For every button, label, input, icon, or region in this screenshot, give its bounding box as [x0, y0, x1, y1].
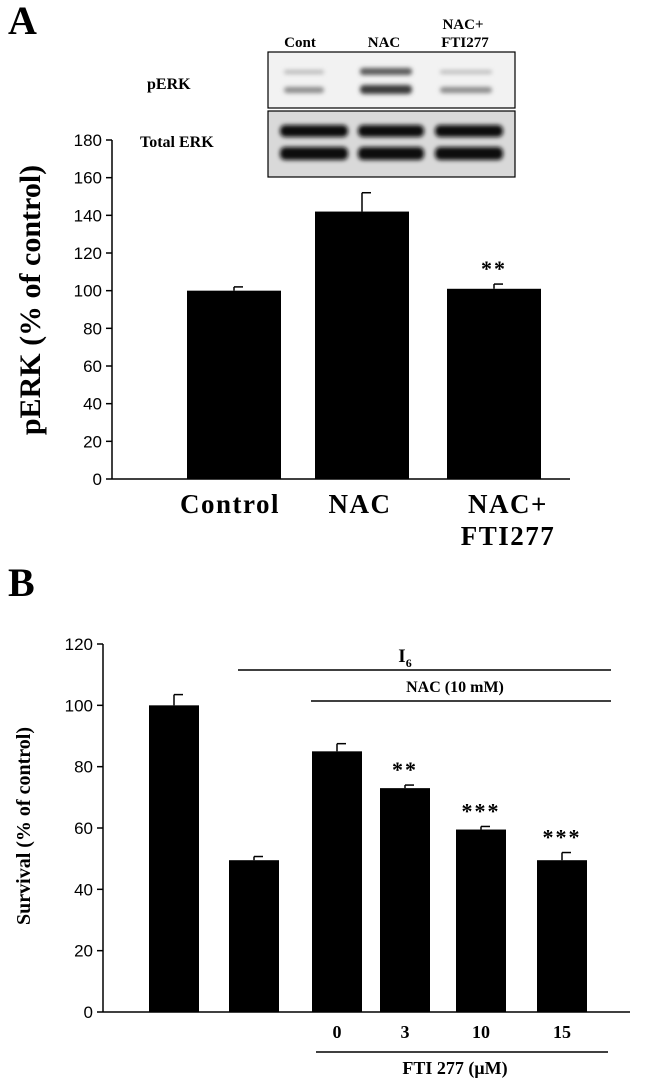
panel-b-label: B: [8, 560, 35, 605]
chart-a-y-tick-label: 120: [74, 244, 102, 263]
blot-row-label-total-erk: Total ERK: [140, 134, 214, 151]
chart-b-y-tick-label: 100: [65, 696, 93, 715]
chart-b-significance-label: ***: [462, 798, 501, 823]
blot-lane-label-cont: Cont: [284, 35, 316, 51]
i6-group-label: I6: [398, 646, 411, 670]
chart-b-bar: [312, 751, 362, 1012]
chart-b-bar: [456, 829, 506, 1012]
chart-a-y-tick-label: 60: [83, 357, 102, 376]
chart-a-y-tick-label: 40: [83, 395, 102, 414]
chart-b-y-tick-label: 20: [74, 942, 93, 961]
chart-a-perk: pERK (% of control) 0 20 40 60 80 100 120 140 16…: [14, 131, 570, 551]
chart-a-bar: [187, 290, 281, 479]
chart-a-category-label-line: NAC+: [468, 489, 548, 519]
chart-b-y-tick-label: 60: [74, 819, 93, 838]
chart-b-y-tick-label: 120: [65, 635, 93, 654]
perk-blot-frame: [267, 51, 516, 109]
blot-row-label-perk: pERK: [147, 76, 191, 93]
chart-a-category-label: Control: [180, 489, 280, 519]
chart-b-category-label: 10: [472, 1022, 490, 1042]
chart-b-category-label: 15: [553, 1022, 571, 1042]
blot-lane-label-fti277: FTI277: [441, 35, 489, 51]
chart-b-y-tick-label: 0: [84, 1003, 93, 1022]
chart-a-bar: [315, 211, 409, 480]
chart-b-bar: [229, 860, 279, 1012]
chart-a-category-label: NAC: [329, 489, 392, 519]
chart-b-y-axis-title: Survival (% of control): [13, 727, 35, 925]
chart-b-significance-label: **: [392, 757, 418, 782]
chart-a-category-label-line: Control: [180, 489, 280, 519]
chart-a-y-tick-label: 180: [74, 131, 102, 150]
chart-b-bar: [537, 860, 587, 1012]
chart-b-x-axis-title: FTI 277 (μM): [402, 1058, 507, 1079]
blot-lane-label-nac-plus: NAC+: [442, 17, 483, 33]
blot-lane-label-nac: NAC: [368, 35, 401, 51]
chart-a-y-tick-label: 80: [83, 319, 102, 338]
chart-b-category-label: 3: [401, 1022, 410, 1042]
chart-a-y-tick-label: 160: [74, 169, 102, 188]
panel-a-label: A: [8, 0, 37, 43]
chart-a-category-label-line: NAC: [329, 489, 392, 519]
chart-a-bar: [447, 288, 541, 479]
chart-a-y-axis-title: pERK (% of control): [14, 165, 47, 435]
chart-b-category-label: 0: [333, 1022, 342, 1042]
chart-a-y-tick-label: 0: [93, 470, 102, 489]
western-blot-inset: Cont NAC NAC+ FTI277 pERK Total ERK: [140, 17, 516, 178]
chart-b-significance-label: ***: [543, 825, 582, 850]
chart-a-significance-label: **: [481, 256, 507, 281]
chart-a-category-label-line: FTI277: [461, 521, 556, 551]
chart-a-y-tick-label: 100: [74, 282, 102, 301]
nac-group-label: NAC (10 mM): [406, 679, 504, 696]
chart-b-bar: [149, 705, 199, 1012]
total-erk-blot-frame: [267, 110, 516, 178]
chart-a-y-tick-label: 140: [74, 206, 102, 225]
chart-a-y-tick-label: 20: [83, 432, 102, 451]
chart-a-category-label: NAC+ FTI277: [461, 489, 556, 551]
chart-b-bar: [380, 788, 430, 1012]
chart-b-survival: Survival (% of control) I6 NAC (10 mM) F…: [13, 635, 630, 1079]
chart-b-y-tick-label: 40: [74, 880, 93, 899]
chart-b-y-tick-label: 80: [74, 758, 93, 777]
